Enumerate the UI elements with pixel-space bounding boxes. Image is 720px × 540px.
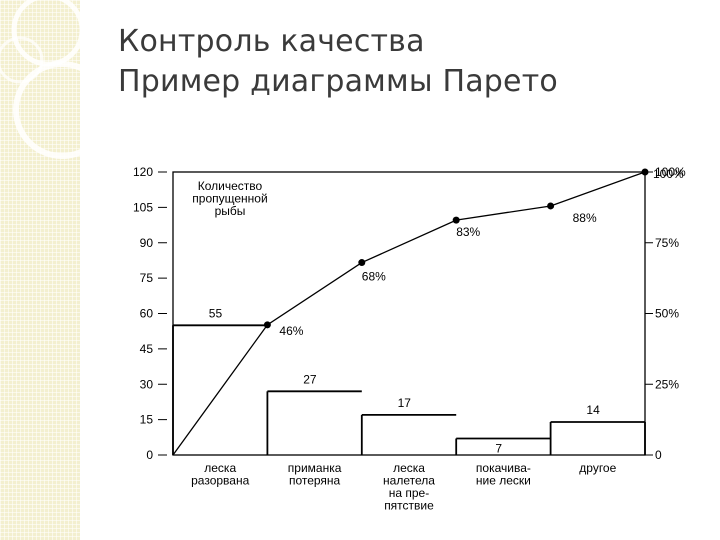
category-label: приманка bbox=[288, 461, 342, 475]
slide-title: Контроль качества Пример диаграммы Парет… bbox=[118, 22, 558, 102]
y-right-tick-label: 25% bbox=[655, 377, 679, 391]
cumulative-percent-label: 46% bbox=[279, 324, 303, 338]
category-label: налетела bbox=[383, 474, 435, 488]
cumulative-percent-label: 88% bbox=[573, 211, 597, 225]
y-left-tick-label: 90 bbox=[140, 236, 154, 250]
bar-value-label: 7 bbox=[495, 441, 502, 455]
annotation-text: рыбы bbox=[215, 204, 246, 218]
cumulative-point bbox=[263, 321, 271, 329]
category-label: ние лески bbox=[476, 474, 531, 488]
annotation-text: Количество bbox=[198, 179, 263, 193]
cumulative-point bbox=[641, 168, 649, 176]
y-right-tick-label: 100% bbox=[655, 165, 686, 179]
slide-title-line-1: Контроль качества bbox=[118, 24, 425, 59]
category-label: другое bbox=[579, 461, 616, 475]
y-right-tick-label: 50% bbox=[655, 307, 679, 321]
y-left-tick-label: 45 bbox=[140, 342, 154, 356]
slide-title-line-2: Пример диаграммы Парето bbox=[118, 64, 558, 99]
category-label: покачива- bbox=[476, 461, 531, 475]
annotation-text: пропущенной bbox=[192, 192, 267, 206]
decorative-side-band bbox=[0, 0, 80, 540]
cumulative-point bbox=[547, 202, 555, 210]
y-right-tick-label: 75% bbox=[655, 236, 679, 250]
y-left-tick-label: 30 bbox=[140, 377, 154, 391]
category-label: разорвана bbox=[191, 474, 249, 488]
y-right-tick-label: 0 bbox=[655, 448, 662, 462]
cumulative-percent-label: 100% bbox=[653, 167, 684, 181]
bar-value-label: 55 bbox=[209, 306, 223, 320]
bar-value-label: 14 bbox=[586, 403, 600, 417]
category-label: леска bbox=[393, 461, 425, 475]
cumulative-percent-label: 83% bbox=[456, 225, 480, 239]
cumulative-line bbox=[172, 171, 646, 456]
y-left-tick-label: 120 bbox=[133, 165, 153, 179]
category-label: потеряна bbox=[289, 474, 341, 488]
decorative-circles bbox=[0, 0, 80, 159]
category-label: леска bbox=[204, 461, 236, 475]
category-label: на пре- bbox=[389, 486, 429, 500]
y-left-tick-label: 0 bbox=[146, 448, 153, 462]
bar-value-label: 27 bbox=[303, 372, 317, 386]
y-left-tick-label: 75 bbox=[140, 271, 154, 285]
y-left-tick-label: 60 bbox=[140, 307, 154, 321]
cumulative-point bbox=[452, 216, 460, 224]
y-left-tick-label: 15 bbox=[140, 413, 154, 427]
bar-value-label: 17 bbox=[398, 396, 412, 410]
category-label: пятствие bbox=[384, 499, 434, 513]
cumulative-percent-label: 68% bbox=[362, 270, 386, 284]
y-left-tick-label: 105 bbox=[133, 200, 153, 214]
cumulative-point bbox=[358, 259, 366, 267]
